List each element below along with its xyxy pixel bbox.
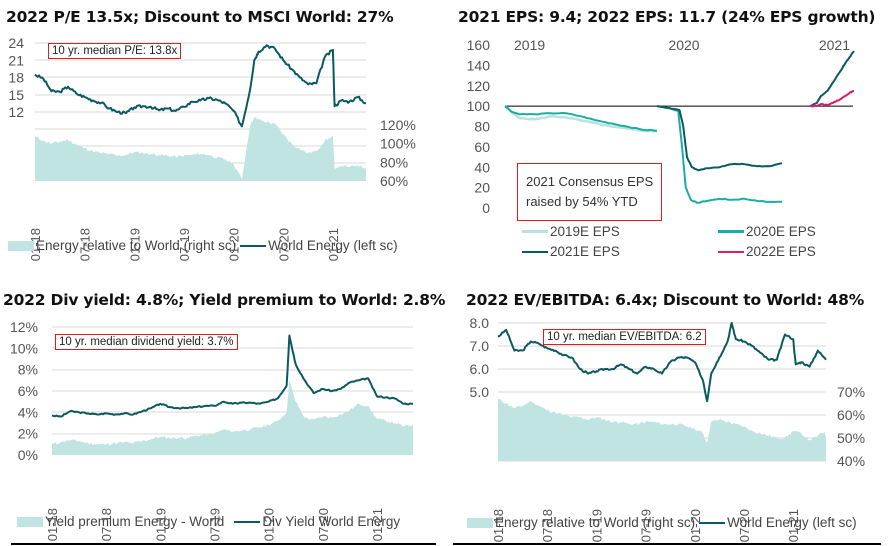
eps-annotation-line2: raised by 54% YTD bbox=[526, 194, 638, 209]
y-axis-left-tick: 2% bbox=[18, 426, 38, 442]
y-axis-left-tick: 60 bbox=[474, 139, 490, 155]
legend-line-label: World Energy (left sc) bbox=[727, 515, 857, 530]
y-axis-left-tick: 80 bbox=[474, 119, 490, 135]
legend-2020-label: 2020E EPS bbox=[746, 224, 816, 239]
legend-line-swatch bbox=[234, 520, 261, 523]
y-axis-left-tick: 5.0 bbox=[470, 384, 490, 400]
ev-chart-title: 2022 EV/EBITDA: 6.4x; Discount to World:… bbox=[466, 291, 865, 309]
legend-area-label: Yield premium Energy - World bbox=[45, 514, 225, 529]
eps-chart-title: 2021 EPS: 9.4; 2022 EPS: 11.7 (24% EPS g… bbox=[458, 8, 876, 26]
pe-chart-legend: Energy relative to World (right sc) Worl… bbox=[8, 238, 398, 253]
legend-area-label: Energy relative to World (right sc) bbox=[495, 515, 696, 530]
y-axis-left-tick: 160 bbox=[467, 37, 491, 53]
y-axis-right-tick: 80% bbox=[380, 154, 408, 170]
y-axis-left-tick: 40 bbox=[474, 159, 490, 175]
area-series-yield-premium-energy-world bbox=[52, 380, 413, 455]
y-axis-left-tick: 7.0 bbox=[470, 338, 490, 354]
eps-legend-2020: 2020E EPS bbox=[718, 224, 816, 239]
y-axis-left-tick: 0% bbox=[18, 447, 38, 463]
legend-2021-swatch bbox=[522, 250, 548, 253]
eps-legend-2019: 2019E EPS bbox=[522, 224, 620, 239]
div-median-annotation: 10 yr. median dividend yield: 3.7% bbox=[55, 334, 238, 350]
y-axis-right-tick: 60% bbox=[837, 407, 865, 423]
legend-line-swatch bbox=[240, 244, 267, 247]
legend-area-swatch bbox=[467, 517, 493, 528]
legend-line-label: Div Yield World Energy bbox=[262, 514, 401, 529]
y-axis-left-tick: 4% bbox=[18, 404, 38, 420]
eps-series-2020e-eps bbox=[656, 105, 783, 204]
y-axis-right-tick: 50% bbox=[837, 430, 865, 446]
legend-area-label: Energy relative to World (right sc) bbox=[36, 238, 237, 253]
area-series-energy-relative-to-world-right-sc- bbox=[498, 398, 826, 461]
y-axis-right-tick: 40% bbox=[837, 453, 865, 469]
legend-2022-label: 2022E EPS bbox=[746, 244, 816, 259]
div-chart-title: 2022 Div yield: 4.8%; Yield premium to W… bbox=[3, 291, 446, 309]
eps-series-2022e-eps bbox=[809, 89, 855, 108]
y-axis-left-tick: 12 bbox=[8, 104, 24, 120]
eps-consensus-annotation: 2021 Consensus EPS raised by 54% YTD bbox=[517, 163, 663, 221]
legend-area-swatch bbox=[17, 516, 43, 527]
y-axis-right-tick: 100% bbox=[380, 136, 416, 152]
ev-chart-legend: Energy relative to World (right sc) Worl… bbox=[467, 515, 857, 530]
eps-legend-2022: 2022E EPS bbox=[718, 244, 816, 259]
y-axis-left-tick: 0 bbox=[482, 200, 490, 216]
y-axis-left-tick: 6% bbox=[18, 383, 38, 399]
eps-legend-2021: 2021E EPS bbox=[522, 244, 620, 259]
y-axis-left-tick: 140 bbox=[467, 57, 491, 73]
y-axis-left-tick: 24 bbox=[8, 35, 24, 51]
div-chart-legend: Yield premium Energy - World Div Yield W… bbox=[17, 514, 400, 529]
legend-2019-label: 2019E EPS bbox=[550, 224, 620, 239]
ev-median-annotation: 10 yr. median EV/EBITDA: 6.2 bbox=[543, 329, 706, 345]
bottom-divider-left bbox=[11, 543, 436, 545]
period-label: 2019 bbox=[514, 37, 545, 53]
pe-median-annotation: 10 yr. median P/E: 13.8x bbox=[48, 43, 182, 59]
y-axis-left-tick: 100 bbox=[467, 98, 491, 114]
eps-series-2021e-eps bbox=[809, 50, 855, 108]
area-series-energy-relative-to-world-right-sc- bbox=[35, 117, 366, 181]
eps-series-2019e-eps bbox=[504, 105, 658, 133]
y-axis-right-tick: 60% bbox=[380, 173, 408, 189]
eps-annotation-line1: 2021 Consensus EPS bbox=[526, 174, 654, 189]
y-axis-left-tick: 120 bbox=[467, 78, 491, 94]
y-axis-right-tick: 70% bbox=[837, 384, 865, 400]
eps-series-2020e-eps bbox=[504, 105, 657, 132]
y-axis-right-tick: 120% bbox=[380, 117, 416, 133]
y-axis-left-tick: 21 bbox=[8, 52, 24, 68]
legend-2019-swatch bbox=[522, 230, 548, 233]
legend-line-label: World Energy (left sc) bbox=[268, 238, 398, 253]
y-axis-left-tick: 8% bbox=[18, 362, 38, 378]
legend-area-swatch bbox=[8, 240, 34, 251]
pe-chart-title: 2022 P/E 13.5x; Discount to MSCI World: … bbox=[6, 8, 394, 26]
legend-line-swatch bbox=[699, 521, 726, 524]
legend-2020-swatch bbox=[718, 230, 744, 233]
bottom-divider-right bbox=[453, 543, 881, 545]
y-axis-left-tick: 18 bbox=[8, 70, 24, 86]
y-axis-left-tick: 8.0 bbox=[470, 315, 490, 331]
period-label: 2020 bbox=[668, 37, 699, 53]
legend-2022-swatch bbox=[718, 250, 744, 253]
y-axis-left-tick: 15 bbox=[8, 87, 24, 103]
period-label: 2021 bbox=[819, 37, 850, 53]
y-axis-left-tick: 6.0 bbox=[470, 361, 490, 377]
eps-series-2021e-eps bbox=[656, 105, 783, 172]
legend-2021-label: 2021E EPS bbox=[550, 244, 620, 259]
y-axis-left-tick: 12% bbox=[10, 319, 38, 335]
y-axis-left-tick: 20 bbox=[474, 180, 490, 196]
y-axis-left-tick: 10% bbox=[10, 340, 38, 356]
